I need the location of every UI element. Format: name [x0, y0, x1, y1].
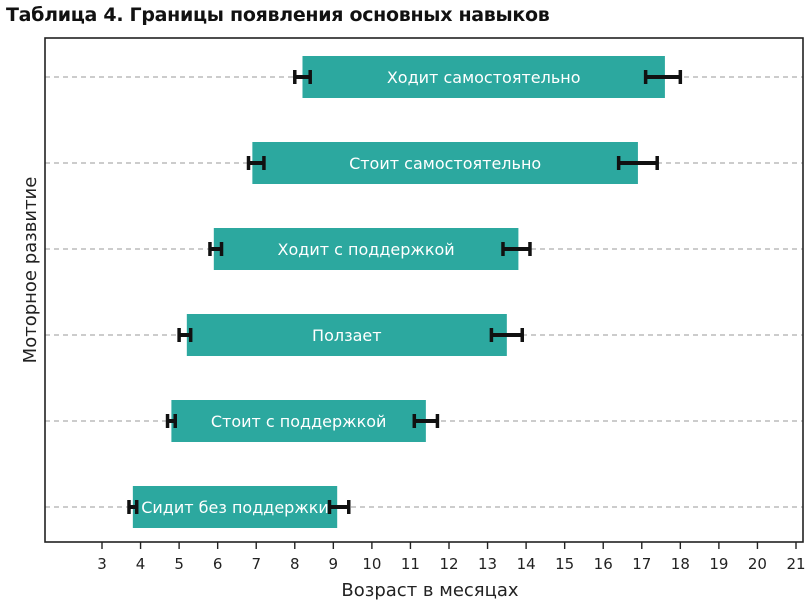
- x-tick-label: 10: [362, 555, 381, 573]
- bar-label: Стоит самостоятельно: [349, 154, 541, 173]
- x-tick-label: 9: [329, 555, 339, 573]
- grid-lines: [45, 76, 803, 508]
- x-tick-label: 18: [671, 555, 690, 573]
- x-axis-ticks: 3 4 5 6 7 8 9 10 11 12 13 14 15 16 17 18 19 20 21: [97, 542, 806, 573]
- range-bar: [186, 314, 507, 356]
- bar-label: Ходит самостоятельно: [387, 68, 581, 87]
- range-bar: [171, 400, 426, 442]
- x-tick-label: 15: [555, 555, 574, 573]
- range-bar: [132, 486, 338, 528]
- range-bar: [213, 228, 519, 270]
- x-tick-label: 13: [478, 555, 497, 573]
- bar-label: Ходит с поддержкой: [278, 240, 455, 259]
- range-bar: [252, 142, 638, 184]
- x-tick-label: 7: [251, 555, 261, 573]
- bar-label: Ползает: [312, 326, 382, 345]
- x-tick-label: 4: [136, 555, 146, 573]
- x-tick-label: 12: [439, 555, 458, 573]
- chart-title: Таблица 4. Границы появления основных на…: [6, 4, 550, 26]
- x-tick-label: 19: [709, 555, 728, 573]
- x-tick-label: 11: [401, 555, 420, 573]
- x-tick-label: 17: [632, 555, 651, 573]
- x-tick-label: 8: [290, 555, 300, 573]
- x-tick-label: 20: [748, 555, 767, 573]
- x-tick-label: 16: [594, 555, 613, 573]
- y-axis-label: Моторное развитие: [20, 177, 41, 364]
- x-tick-label: 3: [97, 555, 107, 573]
- x-tick-label: 21: [786, 555, 805, 573]
- bar-label: Стоит с поддержкой: [211, 412, 387, 431]
- x-tick-label: 6: [213, 555, 223, 573]
- bar-label: Сидит без поддержки: [141, 498, 329, 517]
- x-axis-label: Возраст в месяцах: [341, 580, 518, 600]
- plot-frame: [44, 37, 804, 543]
- x-tick-label: 14: [517, 555, 536, 573]
- bars: Ходит самостоятельно Стоит самостоятельно…: [127, 56, 683, 528]
- x-tick-label: 5: [174, 555, 184, 573]
- range-bar: [302, 56, 665, 98]
